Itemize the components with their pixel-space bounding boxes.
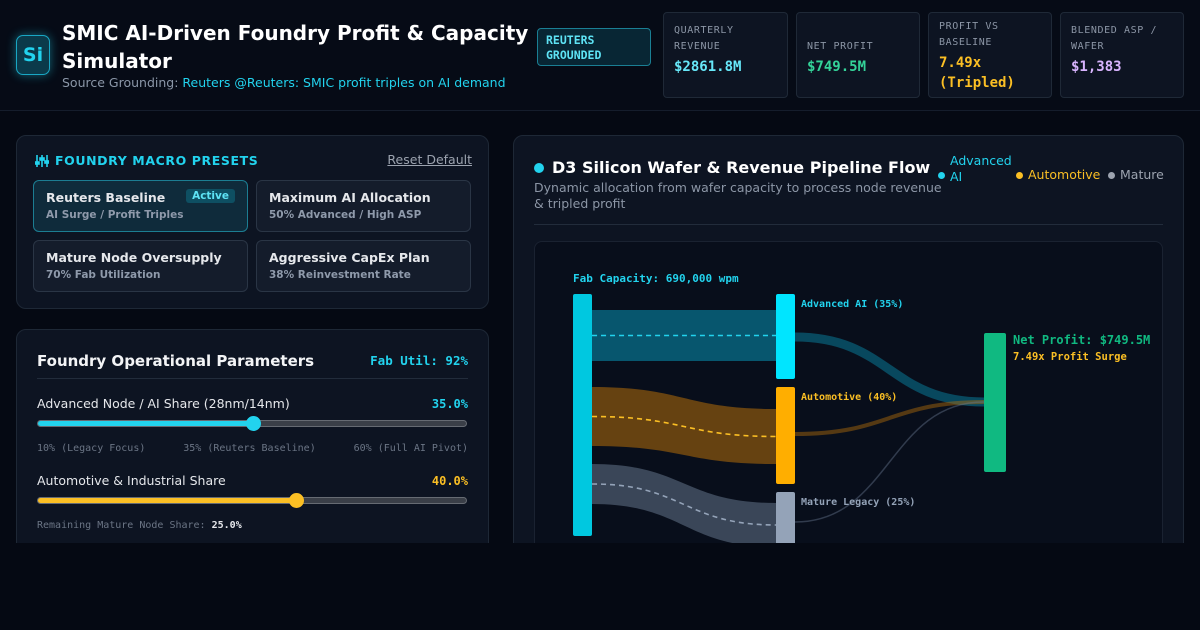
legend-label: Advanced AI [950,153,1012,184]
legend-dot [938,172,945,179]
app-logo: Si [16,35,50,75]
profit-link-advanced [794,332,985,407]
node-bar [776,492,795,552]
legend-label: Mature [1120,167,1164,182]
preset-maximum-ai[interactable]: Maximum AI Allocation 50% Advanced / Hig… [256,180,471,232]
advanced-share-slider[interactable] [37,416,467,431]
slider-fill [38,498,296,503]
slider-thumb[interactable] [246,416,261,431]
surge-label: 7.49x Profit Surge [1013,351,1127,363]
remaining-label: Remaining Mature Node Share: [37,520,206,531]
node-bar [776,294,795,379]
sliders-icon [35,154,49,167]
kpi-label: PROFIT VS BASELINE [939,21,999,48]
grounded-badge: REUTERS GROUNDED [537,28,651,66]
kpi-profit-vs-baseline: PROFIT VS BASELINE 7.49x (Tripled) [928,12,1052,98]
preset-title: Mature Node Oversupply [46,250,222,265]
viewport-cutoff [0,543,1200,630]
status-dot [534,163,544,173]
preset-subtitle: 50% Advanced / High ASP [269,209,422,221]
advanced-share-value: 35.0% [431,397,468,411]
presets-title: FOUNDRY MACRO PRESETS [55,153,259,168]
kpi-label: BLENDED ASP / WAFER [1071,25,1158,52]
app-title: SMIC AI-Driven Foundry Profit & Capacity… [62,21,529,73]
node-label-automotive: Automotive (40%) [801,391,897,403]
legend-advanced-ai: Advanced AI [938,153,1012,185]
legend-dot [1108,172,1115,179]
legend-dot [1016,172,1023,179]
preset-title: Reuters Baseline [46,190,166,205]
kpi-blended-asp: BLENDED ASP / WAFER $1,383 [1060,12,1184,98]
legend-automotive: Automotive [1016,167,1100,183]
preset-aggressive-capex[interactable]: Aggressive CapEx Plan 38% Reinvestment R… [256,240,471,292]
source-link[interactable]: Reuters @Reuters: SMIC profit triples on… [182,75,506,90]
kpi-value: 7.49x (Tripled) [939,55,1015,91]
preset-title: Aggressive CapEx Plan [269,250,430,265]
kpi-label: QUARTERLY REVENUE [674,25,734,52]
source-prefix: Source Grounding: [62,75,179,90]
profit-node [984,333,1006,472]
divider [37,378,468,379]
preset-subtitle: 70% Fab Utilization [46,269,161,281]
advanced-share-label: Advanced Node / AI Share (28nm/14nm) [37,396,290,411]
slider-fill [38,421,253,426]
flow-centerline [591,415,777,438]
capacity-label: Fab Capacity: 690,000 wpm [573,272,739,285]
preset-title: Maximum AI Allocation [269,190,431,205]
flow-band [592,464,776,547]
automotive-share-slider[interactable] [37,493,467,508]
automotive-share-value: 40.0% [431,474,468,488]
remaining-value: 25.0% [211,520,242,531]
profit-link-automotive [794,400,985,436]
fab-util-readout: Fab Util: 92% [370,353,468,368]
automotive-share-label: Automotive & Industrial Share [37,473,226,488]
advanced-share-ticks: 10% (Legacy Focus) 35% (Reuters Baseline… [37,443,468,454]
capacity-node [573,294,592,536]
preset-mature-oversupply[interactable]: Mature Node Oversupply 70% Fab Utilizati… [33,240,248,292]
tick-label: 10% (Legacy Focus) [37,443,146,454]
active-badge: Active [186,189,235,203]
preset-subtitle: AI Surge / Profit Triples [46,209,184,221]
flow-centerline [591,483,777,526]
kpi-value: $1,383 [1071,59,1122,75]
node-label-mature: Mature Legacy (25%) [801,497,915,508]
node-bar [776,387,795,484]
node-label-advanced: Advanced AI (35%) [801,299,903,310]
preset-reuters-baseline[interactable]: Reuters Baseline AI Surge / Profit Tripl… [33,180,248,232]
divider [534,224,1163,225]
kpi-quarterly-revenue: QUARTERLY REVENUE $2861.8M [663,12,788,98]
kpi-value: $2861.8M [674,59,742,75]
source-grounding: Source Grounding: Reuters @Reuters: SMIC… [62,75,506,90]
profit-link-mature [794,401,985,523]
slider-thumb[interactable] [289,493,304,508]
kpi-label: NET PROFIT [807,41,874,52]
tick-label: 60% (Full AI Pivot) [353,443,468,454]
sankey-chart: Fab Capacity: 690,000 wpm Advanced AI (35… [534,241,1163,581]
reset-default-link[interactable]: Reset Default [387,152,472,167]
pipeline-flow-panel: D3 Silicon Wafer & Revenue Pipeline Flow… [513,135,1184,581]
parameters-title: Foundry Operational Parameters [37,352,315,370]
sankey-svg: Fab Capacity: 690,000 wpm Advanced AI (35… [573,272,1150,552]
legend-mature: Mature [1108,167,1164,183]
flow-band [592,387,776,464]
tick-label: 35% (Reuters Baseline) [183,443,316,454]
app-header: Si SMIC AI-Driven Foundry Profit & Capac… [0,0,1200,111]
preset-subtitle: 38% Reinvestment Rate [269,269,411,281]
kpi-value: $749.5M [807,59,867,75]
profit-label: Net Profit: $749.5M [1013,333,1150,347]
parameters-panel: Foundry Operational Parameters Fab Util:… [16,329,489,569]
remaining-mature-share: Remaining Mature Node Share: 25.0% [37,520,242,531]
presets-heading: FOUNDRY MACRO PRESETS [35,153,258,168]
presets-panel: FOUNDRY MACRO PRESETS Reset Default Reut… [16,135,489,309]
flow-subtitle: Dynamic allocation from wafer capacity t… [534,180,942,211]
legend-label: Automotive [1028,167,1101,182]
kpi-net-profit: NET PROFIT $749.5M [796,12,920,98]
flow-title: D3 Silicon Wafer & Revenue Pipeline Flow [552,158,931,177]
